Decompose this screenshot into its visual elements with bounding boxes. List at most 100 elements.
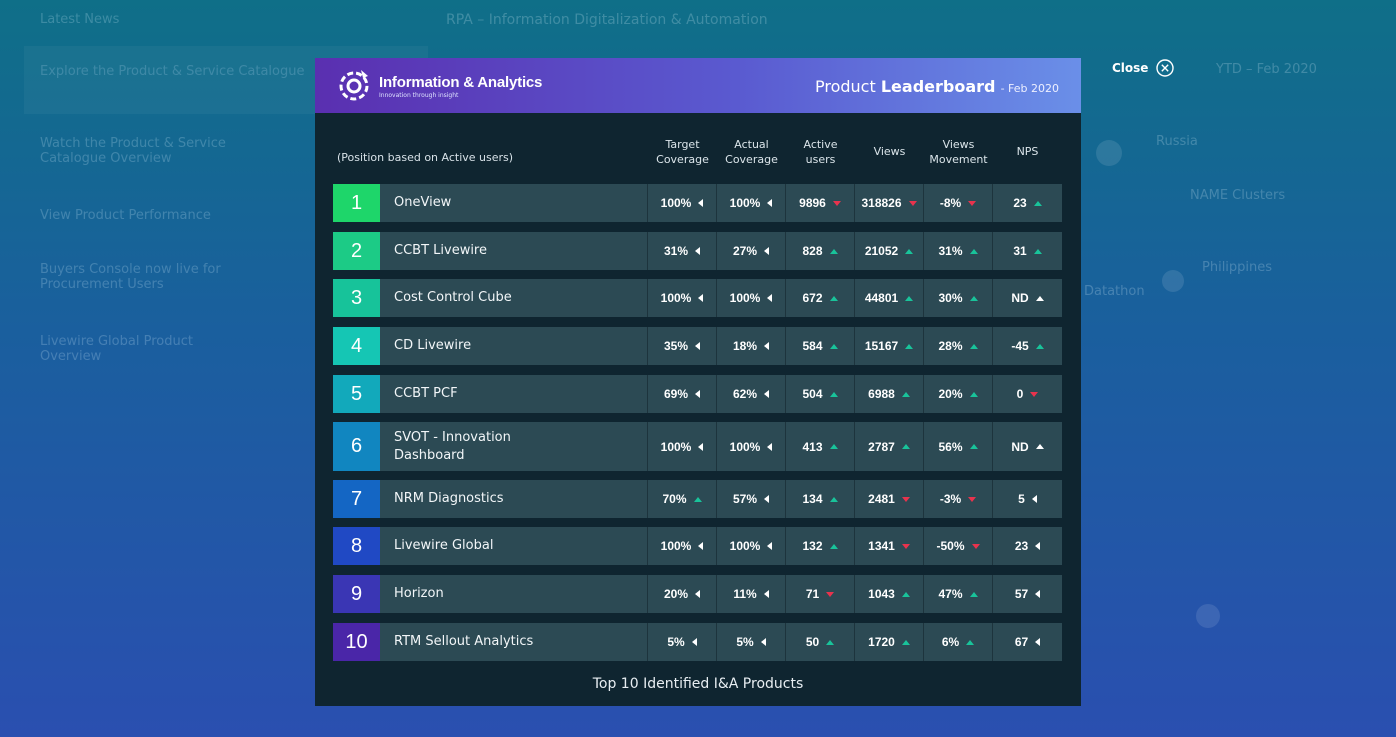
views-movement-cell: 31% [924,232,993,270]
actual-coverage-value: 18% [732,339,758,353]
col-nps: NPS [1016,145,1039,158]
table-row: 8 Livewire Global 100% 100% 132 1341 -50% 23 [333,527,1062,565]
background-title: RPA – Information Digitalization & Autom… [446,12,768,28]
trend-down-icon [908,200,917,206]
trend-down-icon [826,591,835,597]
title-product: Product [815,77,876,96]
product-name: OneView [380,184,648,222]
trend-up-icon [1035,444,1044,449]
target-coverage-cell: 20% [648,575,717,613]
views-movement-cell: -50% [924,527,993,565]
target-coverage-value: 100% [660,196,692,210]
actual-coverage-cell: 100% [717,527,786,565]
views-movement-value: 20% [938,387,963,401]
active-users-value: 132 [802,539,823,553]
target-coverage-value: 69% [663,387,689,401]
trend-up-icon [829,343,838,349]
nps-value: ND [1011,291,1029,305]
trend-up-icon [969,444,978,449]
table-row: 5 CCBT PCF 69% 62% 504 6988 20% 0 [333,375,1062,413]
trend-up-icon [1033,248,1042,254]
rank-badge: 9 [333,575,380,613]
product-name: RTM Sellout Analytics [380,623,648,661]
active-users-value: 50 [805,635,820,649]
rank-badge: 3 [333,279,380,317]
trend-up-icon [829,295,838,301]
close-button[interactable]: Close [1112,59,1175,77]
trend-flat-icon [767,294,773,302]
product-name-text: SVOT - Innovation Dashboard [394,429,511,463]
modal-title: Product Leaderboard - Feb 2020 [815,77,1059,96]
table-row: 10 RTM Sellout Analytics 5% 5% 50 1720 6% 67 [333,623,1062,661]
trend-up-icon [969,248,978,254]
active-users-cell: 672 [786,279,855,317]
actual-coverage-value: 11% [733,587,757,601]
active-users-cell: 9896 [786,184,855,222]
product-name: SVOT - Innovation Dashboard [380,422,648,471]
actual-coverage-cell: 100% [717,279,786,317]
trend-flat-icon [698,294,704,302]
actual-coverage-cell: 62% [717,375,786,413]
table-row: 1 OneView 100% 100% 9896 318826 -8% 23 [333,184,1062,222]
brand: Information & Analytics Innovation throu… [379,74,542,99]
views-value: 1341 [868,539,895,553]
views-cell: 1720 [855,623,924,661]
product-name: CCBT Livewire [380,232,648,270]
trend-flat-icon [695,342,701,350]
views-cell: 2481 [855,480,924,518]
trend-up-icon [905,295,914,301]
active-users-cell: 413 [786,422,855,471]
nps-cell: 67 [993,623,1062,661]
trend-flat-icon [760,638,766,646]
column-header-row: (Position based on Active users) Target C… [333,128,1062,184]
trend-flat-icon [1035,542,1041,550]
views-value: 6988 [868,387,895,401]
active-users-cell: 828 [786,232,855,270]
product-name-text: CD Livewire [394,338,472,353]
leaderboard-modal: Information & Analytics Innovation throu… [315,58,1081,706]
product-name: NRM Diagnostics [380,480,648,518]
table-row: 4 CD Livewire 35% 18% 584 15167 28% -45 [333,327,1062,365]
modal-header: Information & Analytics Innovation throu… [315,58,1081,113]
views-value: 318826 [861,196,902,210]
views-value: 1043 [868,587,895,601]
active-users-value: 71 [805,587,820,601]
trend-up-icon [693,496,702,502]
trend-up-icon [829,391,838,397]
actual-coverage-value: 100% [729,539,761,553]
trend-up-icon [969,343,978,349]
active-users-value: 672 [802,291,823,305]
close-label: Close [1112,61,1149,75]
views-movement-cell: 20% [924,375,993,413]
views-cell: 6988 [855,375,924,413]
product-name: CD Livewire [380,327,648,365]
trend-flat-icon [767,442,773,451]
product-name: Horizon [380,575,648,613]
trend-up-icon [829,444,838,449]
views-movement-value: -50% [936,539,965,553]
active-users-cell: 50 [786,623,855,661]
active-users-value: 828 [802,244,823,258]
bg-item-view-performance: View Product Performance [40,208,211,223]
trend-up-icon [901,639,910,645]
nps-cell: 31 [993,232,1062,270]
views-movement-value: -8% [939,196,962,210]
trend-up-icon [1033,200,1042,206]
target-coverage-cell: 70% [648,480,717,518]
nps-value: ND [1011,439,1029,454]
nps-cell: 23 [993,527,1062,565]
actual-coverage-cell: 57% [717,480,786,518]
target-coverage-cell: 31% [648,232,717,270]
views-movement-value: 31% [938,244,963,258]
bg-item-latest-news: Latest News [40,12,120,27]
bg-clusters: NAME Clusters [1190,188,1286,203]
table-row: 2 CCBT Livewire 31% 27% 828 21052 31% 31 [333,232,1062,270]
active-users-cell: 584 [786,327,855,365]
close-icon[interactable] [1156,59,1175,77]
bg-dot [1096,140,1122,166]
trend-flat-icon [695,590,701,598]
trend-down-icon [1030,391,1039,397]
views-movement-cell: 47% [924,575,993,613]
target-coverage-cell: 100% [648,279,717,317]
trend-down-icon [901,496,910,502]
